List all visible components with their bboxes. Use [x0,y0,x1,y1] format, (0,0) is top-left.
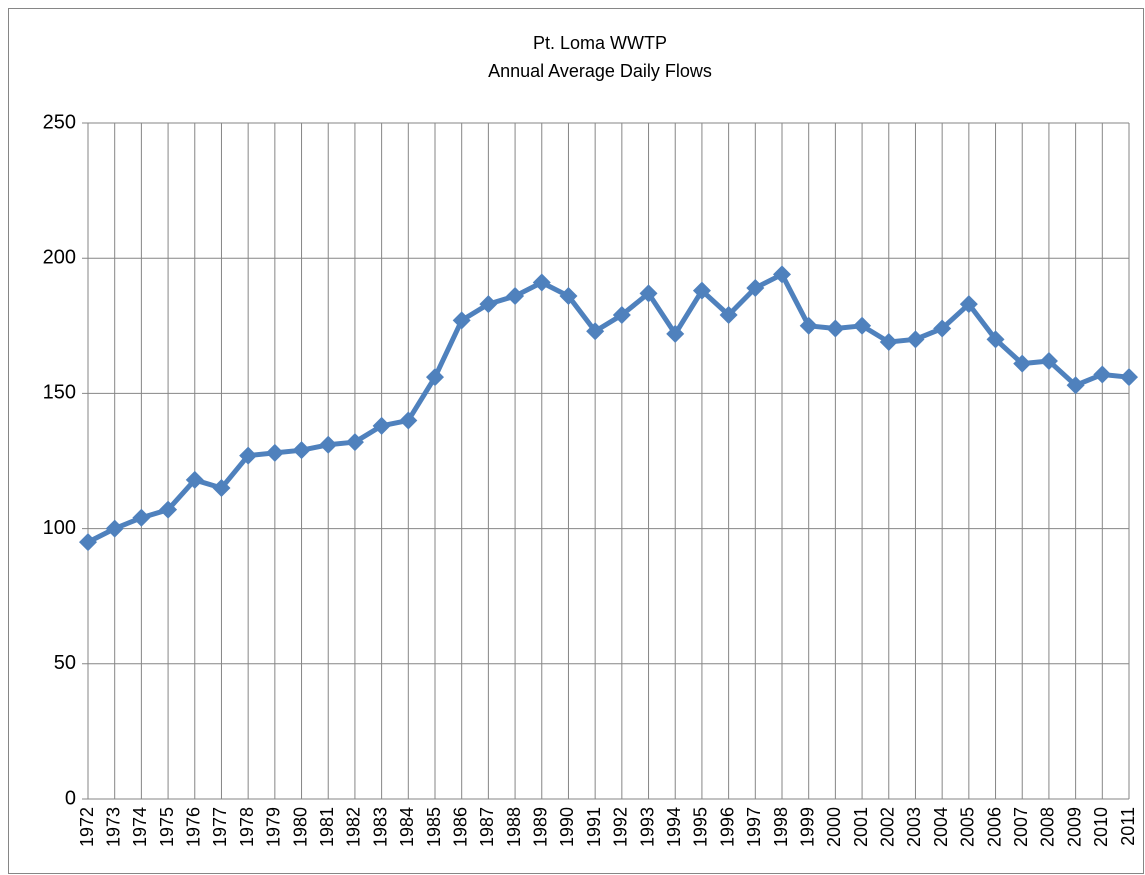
data-point [1039,351,1058,370]
x-tick-label: 1976 [184,807,204,847]
x-tick-label: 2004 [931,807,951,847]
data-point [426,368,444,387]
data-point [586,322,605,341]
data-point [399,411,418,430]
x-tick-label: 1983 [370,807,390,847]
y-tick-label: 50 [54,652,76,674]
y-tick-label: 250 [43,111,76,133]
data-point [719,305,738,324]
x-tick-label: 1985 [424,807,444,847]
data-point [212,479,231,498]
data-point [1120,368,1138,387]
x-tick-label: 1993 [637,807,657,847]
data-point [292,441,311,460]
x-tick-label: 1988 [504,807,524,847]
x-tick-label: 2009 [1064,807,1084,847]
y-tick-label: 0 [65,787,76,809]
data-point [879,333,898,352]
x-tick-label: 1973 [103,807,123,847]
data-point [1066,376,1085,395]
x-tick-label: 2010 [1091,807,1111,847]
data-point [532,273,551,292]
x-tick-label: 1978 [237,807,257,847]
x-tick-label: 1980 [290,807,310,847]
x-tick-label: 1982 [344,807,364,847]
data-point [132,508,151,527]
data-point [372,416,391,435]
data-point [906,330,925,349]
y-tick-label: 100 [43,517,76,539]
data-point [79,533,97,552]
x-tick-label: 1996 [717,807,737,847]
data-point [826,319,845,338]
data-point [185,470,204,489]
data-point [159,500,178,519]
x-tick-label: 2002 [878,807,898,847]
data-point [1013,354,1032,373]
x-tick-label: 1984 [397,807,417,847]
x-tick-label: 2011 [1118,807,1138,846]
x-tick-label: 1972 [77,807,97,847]
x-tick-label: 1991 [584,807,604,847]
data-point [479,295,498,314]
y-tick-label: 200 [43,246,76,268]
data-point [799,316,818,335]
data-point [773,265,791,284]
x-tick-label: 1989 [531,807,551,847]
data-line [86,271,1130,545]
y-tick-label: 150 [43,382,76,404]
x-tick-label: 1997 [744,807,764,847]
x-tick-label: 2001 [851,807,871,847]
x-tick-label: 1979 [264,807,284,847]
x-tick-label: 1975 [157,807,177,847]
data-point [746,278,765,297]
chart-border [8,8,1144,874]
data-point [265,443,284,462]
x-tick-label: 1990 [557,807,577,847]
x-tick-label: 2000 [824,807,844,847]
data-point [319,435,338,454]
data-point [986,330,1005,349]
data-point [105,519,124,538]
x-tick-label: 1992 [611,807,631,847]
x-tick-label: 2005 [958,807,978,847]
x-tick-label: 1977 [210,807,230,847]
x-tick-label: 1994 [664,807,684,847]
x-tick-label: 2003 [904,807,924,847]
x-tick-label: 1995 [691,807,711,847]
data-point [639,284,658,303]
data-point [933,319,952,338]
x-tick-label: 1987 [477,807,497,847]
x-tick-label: 2007 [1011,807,1031,847]
x-tick-label: 2008 [1038,807,1058,847]
data-point [853,316,872,335]
x-tick-label: 2006 [984,807,1004,847]
data-point [1093,365,1112,384]
x-tick-label: 1998 [771,807,791,847]
data-point [239,446,258,465]
data-point [559,287,578,306]
data-point [959,295,978,314]
data-point [666,324,685,343]
data-point [692,281,711,300]
data-point [506,287,525,306]
data-point [452,311,471,330]
x-tick-label: 1999 [797,807,817,847]
data-point [345,433,364,452]
data-point [612,305,631,324]
x-tick-label: 1986 [450,807,470,847]
chart-subtitle: Annual Average Daily Flows [488,61,712,81]
x-tick-label: 1981 [317,807,337,847]
x-tick-label: 1974 [130,807,150,847]
chart-title: Pt. Loma WWTP [533,33,667,53]
